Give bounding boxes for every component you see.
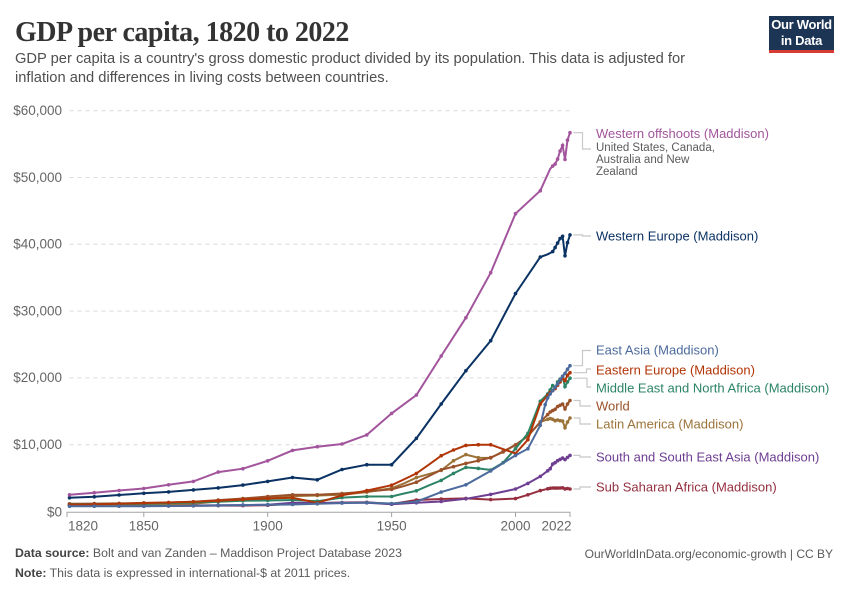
svg-text:$20,000: $20,000 (13, 370, 62, 385)
svg-text:South and South East Asia (Mad: South and South East Asia (Maddison) (596, 450, 819, 465)
svg-text:$50,000: $50,000 (13, 170, 62, 185)
svg-text:East Asia (Maddison): East Asia (Maddison) (596, 343, 719, 358)
svg-text:$60,000: $60,000 (13, 103, 62, 118)
svg-text:Sub Saharan Africa (Maddison): Sub Saharan Africa (Maddison) (596, 480, 777, 495)
svg-text:Middle East and North Africa (: Middle East and North Africa (Maddison) (596, 381, 829, 396)
svg-text:2000: 2000 (500, 519, 530, 534)
svg-text:United States, Canada,: United States, Canada, (596, 142, 715, 154)
svg-text:Western offshoots (Maddison): Western offshoots (Maddison) (596, 126, 769, 141)
svg-text:Eastern Europe (Maddison): Eastern Europe (Maddison) (596, 363, 755, 378)
svg-text:Latin America (Maddison): Latin America (Maddison) (596, 417, 743, 432)
svg-text:World: World (596, 399, 630, 414)
svg-text:$40,000: $40,000 (13, 237, 62, 252)
svg-text:1950: 1950 (377, 519, 407, 534)
svg-text:$10,000: $10,000 (13, 437, 62, 452)
svg-text:Australia and New: Australia and New (596, 154, 690, 166)
svg-text:1850: 1850 (129, 519, 159, 534)
svg-text:$0: $0 (47, 505, 62, 520)
svg-text:Western Europe (Maddison): Western Europe (Maddison) (596, 229, 758, 244)
svg-text:$30,000: $30,000 (13, 303, 62, 318)
svg-text:1820: 1820 (68, 519, 98, 534)
svg-text:2022: 2022 (541, 519, 571, 534)
svg-text:Zealand: Zealand (596, 166, 638, 178)
svg-text:1900: 1900 (253, 519, 283, 534)
